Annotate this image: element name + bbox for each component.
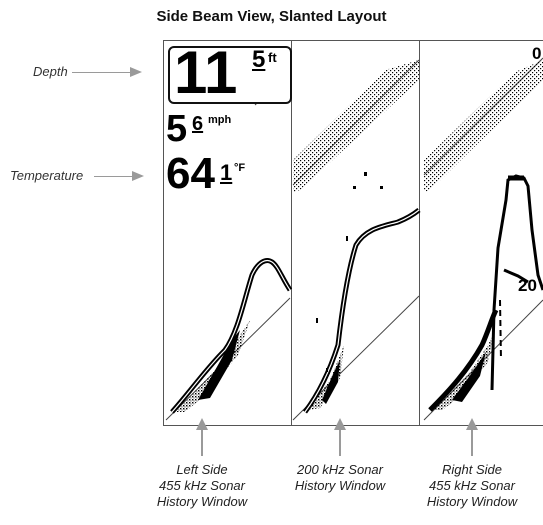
left-pane-caption: Left Side 455 kHz Sonar History Window: [137, 462, 267, 510]
left-caption-line-1: Left Side: [176, 462, 228, 477]
temp-unit: °F: [234, 162, 246, 174]
center-pane-caption: 200 kHz Sonar History Window: [275, 462, 405, 494]
depth-callout-label: Depth: [33, 64, 68, 79]
center-sonar-pane: [292, 41, 420, 425]
center-caption-line-1: 200 kHz Sonar: [297, 462, 383, 477]
depth-callout-arrow-line: [72, 72, 132, 73]
depth-callout-arrowhead: [130, 67, 142, 77]
center-pane-sonar: [292, 59, 421, 421]
depth-fraction: 5: [252, 46, 266, 73]
right-caption-line-1: Right Side: [442, 462, 502, 477]
depth-unit: ft: [268, 50, 277, 65]
center-pane-pointer-arrowhead: [334, 418, 346, 430]
figure-title: Side Beam View, Slanted Layout: [156, 8, 387, 25]
depth-whole: 11: [174, 39, 238, 106]
left-pane-pointer-shaft: [201, 430, 203, 456]
speed-whole: 5: [166, 108, 188, 150]
center-caption-line-2: History Window: [294, 478, 386, 493]
left-pane-pointer-arrowhead: [196, 418, 208, 430]
left-caption-line-3: History Window: [156, 494, 248, 509]
scale-label-mid: 20: [518, 276, 537, 295]
right-pane-pointer-arrowhead: [466, 418, 478, 430]
right-pane-pointer-shaft: [471, 430, 473, 456]
depth-readout-box: [168, 46, 292, 104]
left-sonar-pane: [164, 41, 292, 425]
temp-whole: 64: [166, 149, 215, 198]
temperature-callout-label: Temperature: [10, 168, 84, 183]
right-caption-line-2: 455 kHz Sonar: [429, 478, 515, 493]
temperature-callout-arrow-line: [94, 176, 134, 177]
speed-fraction: 6: [192, 113, 204, 135]
right-pane-caption: Right Side 455 kHz Sonar History Window: [407, 462, 537, 510]
temperature-callout-arrowhead: [132, 171, 144, 181]
temp-fraction: 1: [220, 160, 233, 185]
left-caption-line-2: 455 kHz Sonar: [159, 478, 245, 493]
speed-unit: mph: [208, 114, 232, 126]
center-pane-pointer-shaft: [339, 430, 341, 456]
right-caption-line-3: History Window: [426, 494, 518, 509]
scale-label-top: 0: [532, 44, 542, 63]
right-pane-sonar: [423, 57, 543, 421]
